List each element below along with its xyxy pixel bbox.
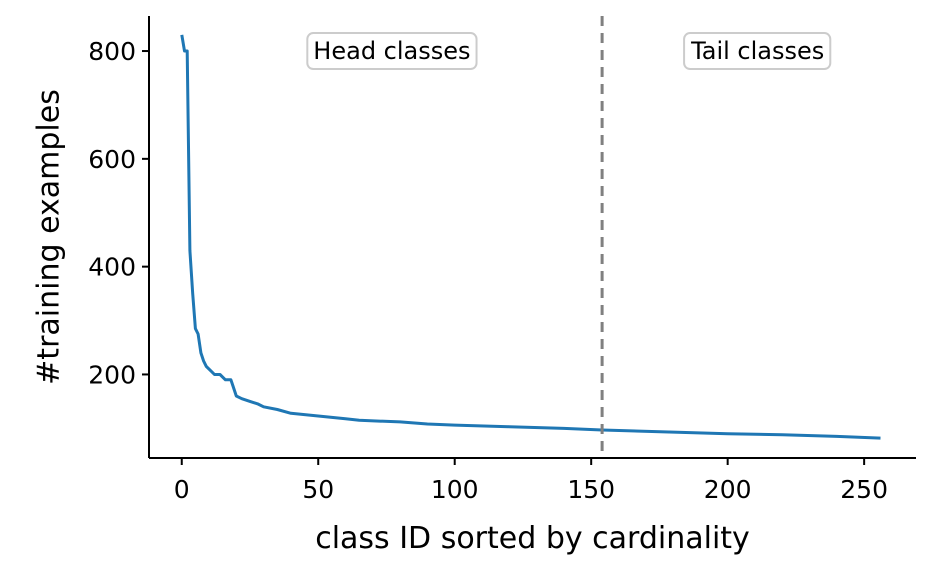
x-tick-label: 200 xyxy=(704,475,752,504)
x-tick-label: 150 xyxy=(567,475,615,504)
y-tick-label: 400 xyxy=(88,253,136,282)
region-annotation: Head classes xyxy=(306,32,478,71)
y-tick-label: 200 xyxy=(88,360,136,389)
y-axis-ticks: 200 400 600 800 xyxy=(88,37,149,389)
x-tick-label: 50 xyxy=(302,475,334,504)
y-tick-label: 600 xyxy=(88,145,136,174)
x-tick-label: 100 xyxy=(431,475,479,504)
region-annotation: Tail classes xyxy=(683,32,832,71)
region-annotations: Head classes Tail classes xyxy=(306,32,832,71)
y-tick-label: 800 xyxy=(88,37,136,66)
y-axis-label: #training examples xyxy=(32,89,67,385)
series-line xyxy=(180,34,881,440)
x-tick-label: 0 xyxy=(174,475,190,504)
region-annotation-label: Head classes xyxy=(313,37,470,65)
region-annotation-box xyxy=(306,32,478,71)
plot-area xyxy=(180,16,881,458)
region-annotation-box xyxy=(683,32,832,71)
region-annotation-label: Tail classes xyxy=(690,37,824,65)
x-tick-label: 250 xyxy=(840,475,888,504)
x-axis-ticks: 0 50 100 150 200 250 xyxy=(174,458,888,504)
x-axis-label: class ID sorted by cardinality xyxy=(315,521,750,556)
